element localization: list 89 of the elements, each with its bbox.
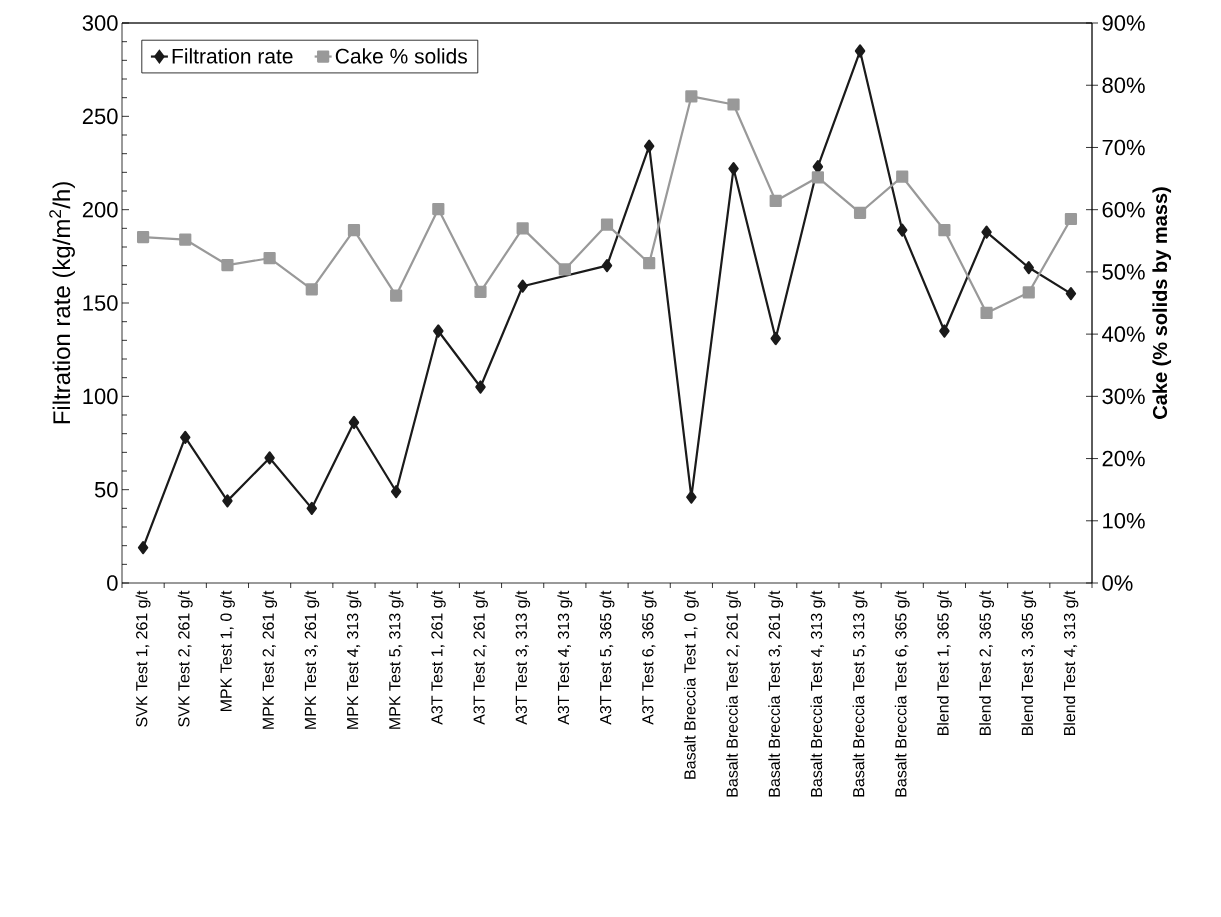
y2-axis-title: Cake (% solids by mass) bbox=[1152, 187, 1172, 419]
point bbox=[137, 540, 149, 555]
y-tick-label: 0 bbox=[107, 575, 118, 591]
point bbox=[938, 224, 951, 237]
x-tick-label: Basalt Breccia Test 6, 365 g/t bbox=[894, 590, 910, 797]
point bbox=[686, 490, 697, 504]
x-tick-label: Basalt Breccia Test 2, 261 g/t bbox=[726, 590, 741, 797]
point bbox=[728, 162, 739, 176]
x-tick-label: SVK Test 2, 261 g/t bbox=[177, 590, 193, 727]
x-tick-label: A3T Test 3, 313 g/t bbox=[515, 590, 531, 725]
point bbox=[770, 331, 781, 346]
y-tick-label: 150 bbox=[83, 295, 118, 311]
point bbox=[474, 285, 487, 298]
y2-tick-label: 10% bbox=[1103, 513, 1145, 529]
x-tick-label: A3T Test 1, 261 g/t bbox=[430, 590, 446, 725]
point bbox=[601, 259, 613, 273]
point bbox=[432, 202, 445, 216]
x-tick-label: Basalt Breccia Test 4, 313 g/t bbox=[810, 590, 826, 797]
point bbox=[1065, 287, 1077, 301]
point bbox=[853, 206, 867, 219]
y2-tick-label: 80% bbox=[1102, 77, 1145, 94]
point bbox=[475, 380, 486, 394]
point bbox=[558, 263, 571, 276]
point bbox=[136, 230, 150, 244]
y2-tick-label: 50% bbox=[1102, 264, 1145, 280]
point bbox=[222, 494, 233, 508]
point bbox=[390, 289, 403, 302]
point bbox=[348, 415, 360, 430]
y-tick-label: 250 bbox=[82, 108, 118, 125]
point bbox=[769, 194, 782, 208]
x-tick-label: MPK Test 3, 261 g/t bbox=[304, 590, 320, 729]
point bbox=[896, 170, 909, 183]
y-tick-label: 50 bbox=[94, 481, 118, 498]
point bbox=[981, 225, 992, 239]
point bbox=[1022, 286, 1035, 299]
point bbox=[221, 258, 234, 272]
y2-tick-label: 20% bbox=[1102, 450, 1145, 467]
x-tick-label: MPK Test 5, 313 g/t bbox=[388, 590, 404, 729]
x-tick-label: Blend Test 3, 365 g/t bbox=[1021, 590, 1037, 736]
point bbox=[517, 279, 528, 293]
point bbox=[305, 283, 318, 296]
point bbox=[433, 324, 444, 338]
x-tick-label: MPK Test 2, 261 g/t bbox=[262, 590, 278, 729]
x-tick-label: A3T Test 4, 313 g/t bbox=[557, 590, 573, 725]
point bbox=[727, 98, 740, 111]
point bbox=[180, 430, 191, 445]
point bbox=[643, 139, 655, 153]
point bbox=[390, 484, 402, 499]
y-tick-label: 200 bbox=[82, 201, 118, 218]
y2-tick-label: 40% bbox=[1102, 326, 1145, 342]
point bbox=[347, 224, 361, 237]
x-tick-label: MPK Test 1, 0 g/t bbox=[219, 590, 235, 712]
y2-tick-label: 0% bbox=[1102, 575, 1133, 591]
legend-label: Filtration rate bbox=[172, 48, 293, 64]
y-tick-label: 300 bbox=[82, 15, 118, 31]
x-tick-label: SVK Test 1, 261 g/t bbox=[135, 590, 151, 727]
x-tick-label: Blend Test 1, 365 g/t bbox=[936, 590, 952, 736]
point bbox=[179, 233, 192, 246]
y-tick-label: 100 bbox=[83, 388, 118, 405]
y-axis-title: Filtration rate (kg/m$^{2}$/h) bbox=[49, 182, 75, 424]
x-tick-label: Basalt Breccia Test 3, 261 g/t bbox=[768, 590, 784, 797]
y2-tick-label: 60% bbox=[1102, 201, 1145, 218]
x-tick-label: MPK Test 4, 313 g/t bbox=[346, 590, 362, 729]
x-tick-label: Basalt Breccia Test 5, 313 g/t bbox=[852, 590, 868, 797]
x-tick-label: Blend Test 2, 365 g/t bbox=[979, 590, 995, 736]
y2-tick-label: 70% bbox=[1102, 139, 1145, 156]
point bbox=[600, 218, 614, 231]
point bbox=[897, 223, 908, 237]
legend-label: Cake % solids bbox=[335, 48, 467, 64]
point bbox=[811, 171, 824, 184]
x-tick-label: A3T Test 5, 365 g/t bbox=[599, 590, 615, 725]
point bbox=[980, 306, 993, 320]
point bbox=[685, 90, 698, 103]
point bbox=[854, 44, 866, 58]
point bbox=[1064, 212, 1078, 226]
point bbox=[1023, 260, 1034, 275]
point bbox=[306, 501, 318, 515]
x-tick-label: A3T Test 6, 365 g/t bbox=[641, 590, 657, 725]
x-tick-label: Basalt Breccia Test 1, 0 g/t bbox=[683, 590, 699, 779]
x-tick-label: Blend Test 4, 313 g/t bbox=[1063, 590, 1079, 736]
point bbox=[263, 252, 276, 265]
point bbox=[939, 324, 950, 338]
point bbox=[516, 222, 529, 235]
point bbox=[643, 257, 656, 270]
y2-tick-label: 30% bbox=[1102, 388, 1145, 405]
point bbox=[264, 451, 275, 465]
x-tick-label: A3T Test 2, 261 g/t bbox=[473, 590, 488, 725]
y2-tick-label: 90% bbox=[1102, 15, 1145, 31]
point bbox=[812, 160, 824, 174]
